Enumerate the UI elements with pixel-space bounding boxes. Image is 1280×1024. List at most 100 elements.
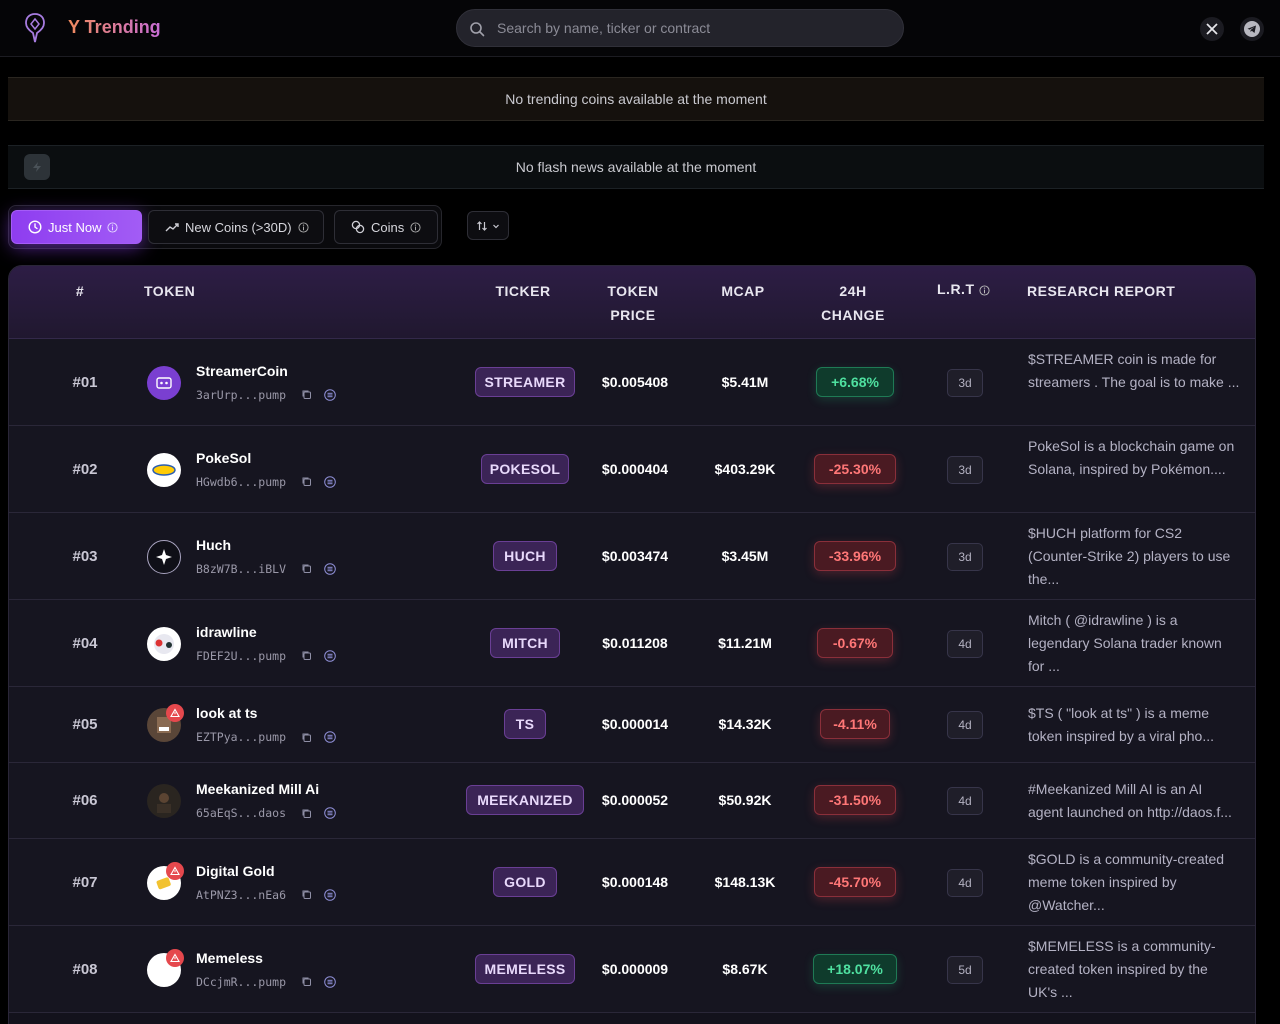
change-badge: -45.70%	[814, 866, 896, 897]
copy-icon[interactable]	[300, 563, 312, 575]
ticker-badge[interactable]: GOLD	[493, 866, 557, 897]
tab-just-now[interactable]: Just Now	[11, 210, 142, 244]
table-header: # TOKEN TICKER TOKEN PRICE MCAP 24H CHAN…	[9, 266, 1255, 339]
ticker-badge[interactable]: MITCH	[490, 627, 560, 658]
flash-news-banner: No flash news available at the moment	[8, 145, 1264, 189]
solana-icon[interactable]	[324, 731, 336, 743]
solana-icon[interactable]	[324, 807, 336, 819]
solana-icon[interactable]	[324, 649, 336, 662]
copy-icon[interactable]	[300, 650, 312, 662]
ticker-badge[interactable]: STREAMER	[475, 366, 575, 397]
market-cap: $403.29K	[714, 460, 776, 477]
research-report[interactable]: $HUCH platform for CS2 (Counter-Strike 2…	[1028, 525, 1231, 587]
tab-coins[interactable]: Coins	[334, 210, 438, 244]
table-row[interactable]: #04 idrawline FDEF2U...pump MITCH $0.011208 $…	[9, 600, 1255, 687]
info-icon[interactable]	[410, 221, 421, 233]
sort-button[interactable]	[467, 211, 509, 240]
ticker-badge[interactable]: MEEKANIZED	[466, 785, 584, 815]
token-price: $0.005408	[601, 373, 669, 390]
copy-icon[interactable]	[300, 731, 312, 743]
time-filter-tabs: Just Now New Coins (>30D) Coins	[8, 205, 442, 249]
header-ticker: TICKER	[495, 283, 551, 299]
token-avatar[interactable]	[147, 365, 181, 400]
token-name[interactable]: Huch	[196, 536, 231, 553]
copy-icon[interactable]	[300, 476, 312, 488]
lrt-badge: 3d	[947, 542, 983, 571]
header-lrt-label: L.R.T	[937, 281, 975, 297]
token-name[interactable]: Digital Gold	[196, 862, 275, 879]
copy-icon[interactable]	[300, 807, 312, 819]
token-name[interactable]: PokeSol	[196, 449, 252, 466]
table-row[interactable]: #01 StreamerCoin 3arUrp...pump STREAMER $0.0…	[9, 339, 1255, 426]
logo-icon[interactable]	[24, 12, 46, 44]
token-address: HGwdb6...pump	[196, 474, 287, 489]
solana-icon[interactable]	[324, 562, 336, 575]
research-report[interactable]: $TS ( "look at ts" ) is a meme token ins…	[1028, 705, 1214, 744]
solana-icon[interactable]	[324, 888, 336, 901]
table-row[interactable]: #02 PokeSol HGwdb6...pump POKESOL $0.000404 $…	[9, 426, 1255, 513]
header-change-line1: 24H	[839, 283, 867, 299]
info-icon[interactable]	[107, 221, 119, 233]
ticker-badge[interactable]: POKESOL	[481, 453, 569, 484]
token-address: DCcjmR...pump	[196, 974, 287, 989]
token-name[interactable]: idrawline	[196, 623, 257, 640]
token-name[interactable]: StreamerCoin	[196, 362, 288, 379]
header-mcap: MCAP	[721, 283, 765, 299]
x-link[interactable]	[1200, 17, 1224, 41]
search-input[interactable]	[497, 10, 897, 46]
token-address: FDEF2U...pump	[196, 648, 287, 663]
tab-new-coins[interactable]: New Coins (>30D)	[148, 210, 324, 244]
solana-icon[interactable]	[324, 975, 336, 988]
token-name[interactable]: Meekanized Mill Ai	[196, 781, 320, 797]
header-rank: #	[75, 283, 85, 299]
table-row[interactable]: #08 Memeless DCcjmR...pump MEMELESS $0.00000…	[9, 926, 1255, 1013]
research-report[interactable]: Mitch ( @idrawline ) is a legendary Sola…	[1028, 612, 1222, 674]
research-report[interactable]: $GOLD is a community-created meme token …	[1028, 851, 1225, 913]
research-report[interactable]: PokeSol is a blockchain game on Solana, …	[1028, 438, 1235, 477]
info-icon[interactable]	[979, 285, 990, 296]
header-token: TOKEN	[144, 283, 196, 299]
ticker-badge[interactable]: HUCH	[493, 540, 557, 571]
rank: #03	[72, 547, 98, 565]
brand-title[interactable]: Y Trending	[68, 17, 161, 37]
header-research-report: RESEARCH REPORT	[1027, 283, 1176, 299]
info-icon[interactable]	[298, 221, 309, 233]
research-report[interactable]: $MEMELESS is a community-created token i…	[1028, 938, 1216, 1000]
table-row[interactable]: #06 Meekanized Mill Ai 65aEqS...daos MEEKAN…	[9, 763, 1255, 839]
market-cap: $14.32K	[718, 716, 772, 732]
search-bar[interactable]	[456, 9, 904, 47]
copy-icon[interactable]	[300, 389, 312, 401]
token-price: $0.000052	[601, 792, 669, 808]
solana-icon[interactable]	[324, 475, 336, 488]
token-price: $0.000148	[601, 873, 669, 890]
table-row[interactable]: #03 Huch B8zW7B...iBLV HUCH $0.003474 $3.45M -…	[9, 513, 1255, 600]
coins-icon	[351, 220, 365, 234]
token-price: $0.000014	[601, 716, 669, 732]
token-avatar[interactable]	[147, 539, 181, 574]
market-cap: $11.21M	[718, 634, 772, 651]
telegram-link[interactable]	[1240, 17, 1264, 41]
table-row[interactable]: #05 look at ts EZTPya...pump TS $0.000014 $14…	[9, 687, 1255, 763]
token-name[interactable]: Memeless	[196, 949, 263, 966]
token-address: 65aEqS...daos	[196, 806, 287, 820]
token-name[interactable]: look at ts	[196, 705, 258, 721]
table-row[interactable]: #07 Digital Gold AtPNZ3...nEa6 GOLD $0.00014…	[9, 839, 1255, 926]
copy-icon[interactable]	[300, 889, 312, 901]
ticker-badge[interactable]: MEMELESS	[475, 953, 575, 984]
token-avatar[interactable]	[147, 784, 181, 818]
research-report[interactable]: #Meekanized Mill AI is an AI agent launc…	[1028, 781, 1232, 820]
research-report[interactable]: $STREAMER coin is made for streamers . T…	[1028, 351, 1240, 390]
search-icon	[470, 22, 485, 37]
change-badge: -0.67%	[817, 627, 893, 658]
ticker-badge[interactable]: TS	[504, 709, 546, 739]
header-price-line2: PRICE	[610, 307, 656, 323]
solana-icon[interactable]	[324, 388, 336, 401]
token-avatar[interactable]	[147, 626, 181, 661]
x-icon	[1206, 23, 1218, 35]
copy-icon[interactable]	[300, 976, 312, 988]
tab-coins-label: Coins	[371, 219, 405, 235]
change-badge: -33.96%	[814, 540, 896, 571]
flash-news-icon	[24, 154, 50, 180]
token-avatar[interactable]	[147, 452, 181, 487]
rank: #08	[72, 960, 98, 978]
